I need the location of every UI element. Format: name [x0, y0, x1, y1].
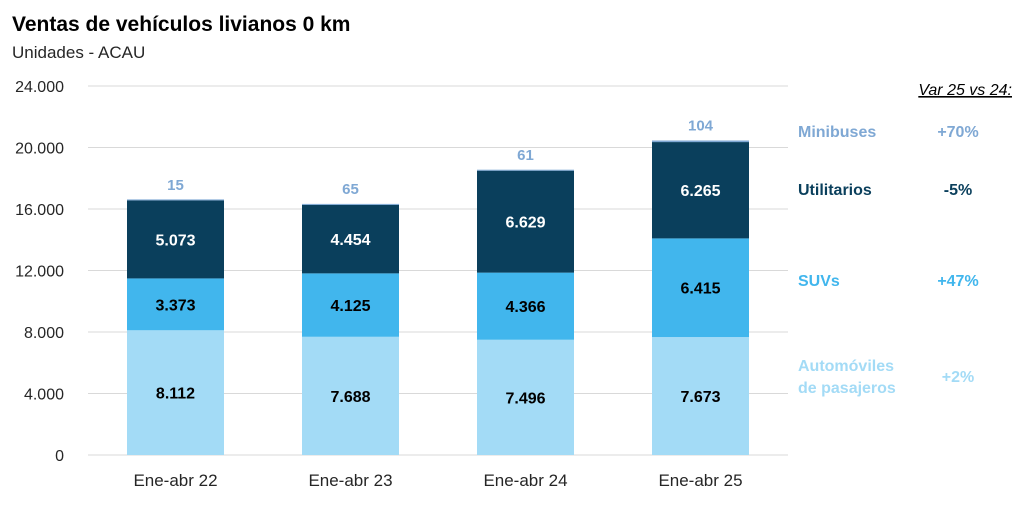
chart-subtitle: Unidades - ACAU [12, 43, 145, 62]
bar-segment [302, 273, 399, 337]
variation-header: Var 25 vs 24: [918, 82, 1012, 99]
data-label: 3.373 [155, 297, 195, 314]
x-tick-label: Ene-abr 23 [308, 471, 392, 490]
x-tick-label: Ene-abr 24 [483, 471, 567, 490]
y-tick-label: 8.000 [24, 325, 64, 342]
legend-label: Automóviles [798, 358, 894, 375]
bar-segment [127, 278, 224, 331]
y-tick-label: 16.000 [15, 202, 64, 219]
bar-segment [127, 199, 224, 201]
bar-segment [477, 170, 574, 273]
data-label: 4.125 [330, 298, 370, 315]
y-tick-label: 4.000 [24, 387, 64, 404]
variation-value: +47% [937, 273, 978, 290]
bar-segment [477, 169, 574, 171]
bar-segment [652, 140, 749, 143]
data-label: 7.496 [505, 390, 545, 407]
y-tick-label: 12.000 [15, 264, 64, 281]
data-label-top: 104 [688, 117, 714, 134]
legend-label: Minibuses [798, 124, 876, 141]
variation-value: -5% [944, 182, 972, 199]
data-label: 6.629 [505, 215, 545, 232]
data-label-top: 61 [517, 147, 534, 164]
x-tick-label: Ene-abr 22 [133, 471, 217, 490]
bars: 8.112 3.373 5.073 15 7.688 4.125 4.454 65 7.496 4… [127, 117, 749, 455]
legend-label: de pasajeros [798, 380, 896, 397]
data-label: 8.112 [156, 386, 195, 403]
data-label: 6.415 [680, 281, 720, 298]
legend: Automóviles de pasajeros +2% SUVs +47% Utilit… [798, 124, 979, 397]
data-label: 7.688 [330, 389, 370, 406]
bar-segment [127, 200, 224, 279]
data-label: 6.265 [680, 183, 720, 200]
bar-segment [652, 238, 749, 338]
chart-title: Ventas de vehículos livianos 0 km [12, 13, 350, 36]
variation-value: +70% [937, 124, 978, 141]
bar-segment [302, 204, 399, 274]
data-label: 7.673 [680, 389, 720, 406]
data-label-top: 65 [342, 181, 359, 198]
data-label: 4.454 [330, 232, 370, 249]
bar-segment [127, 330, 224, 455]
data-label-top: 15 [167, 177, 184, 194]
bar-segment [652, 142, 749, 239]
y-tick-label: 20.000 [15, 141, 64, 158]
x-axis: Ene-abr 22 Ene-abr 23 Ene-abr 24 Ene-abr 25 [133, 471, 742, 490]
bar-segment [302, 203, 399, 205]
bar-segment [477, 272, 574, 340]
bar-segment [477, 339, 574, 455]
data-label: 5.073 [155, 232, 195, 249]
data-label: 4.366 [505, 299, 545, 316]
legend-label: Utilitarios [798, 182, 872, 199]
legend-label: SUVs [798, 273, 840, 290]
x-tick-label: Ene-abr 25 [658, 471, 742, 490]
variation-value: +2% [942, 369, 974, 386]
y-tick-label: 0 [55, 448, 64, 465]
bar-segment [302, 336, 399, 455]
bar-segment [652, 337, 749, 455]
y-tick-label: 24.000 [15, 79, 64, 96]
y-axis: 0 4.000 8.000 12.000 16.000 20.000 24.000 [15, 79, 64, 465]
